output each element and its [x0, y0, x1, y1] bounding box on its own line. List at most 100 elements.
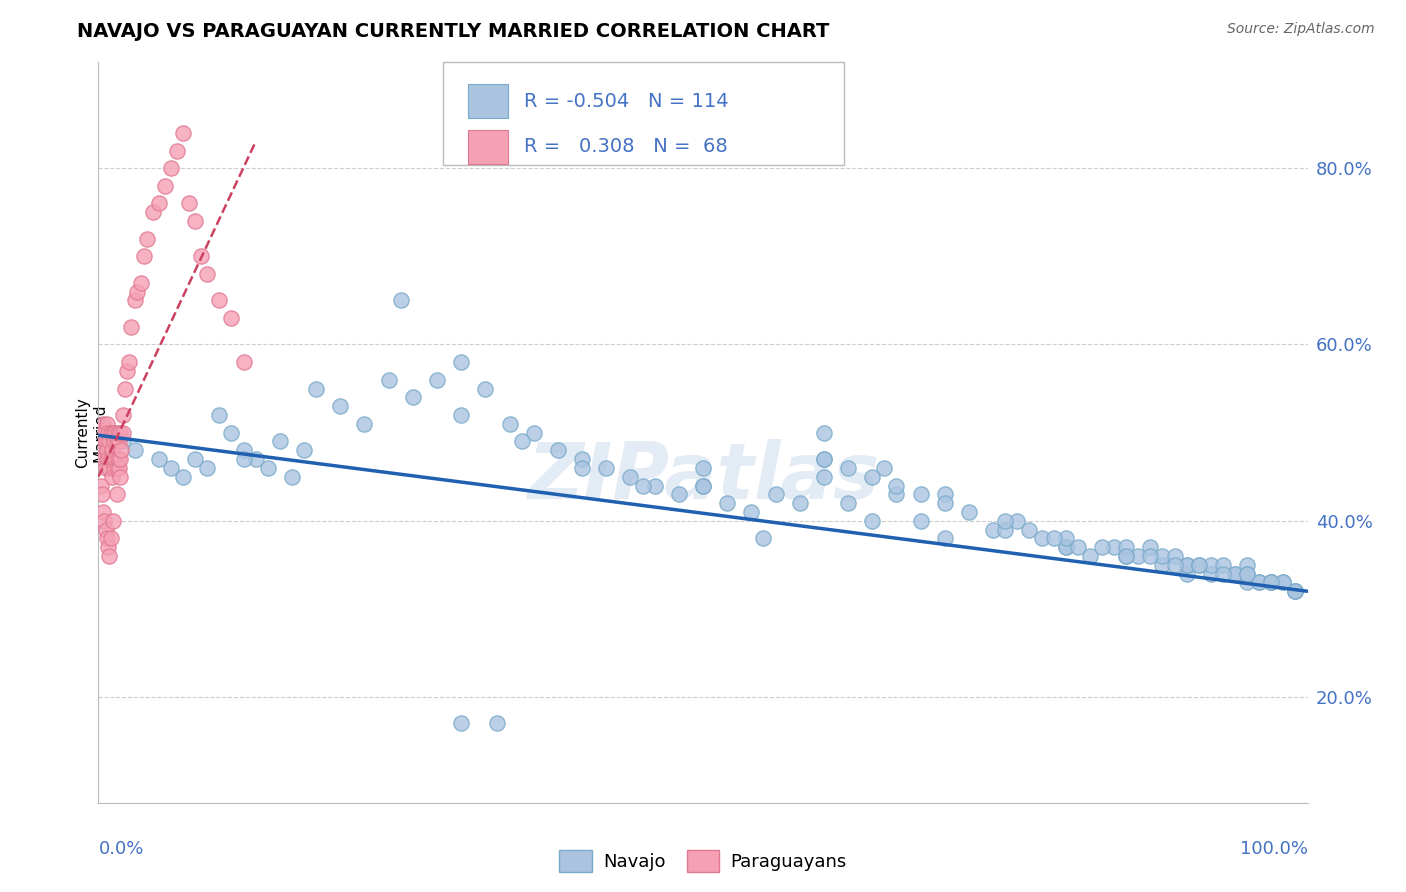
Point	[1236, 575, 1258, 590]
Point	[160, 461, 183, 475]
Point	[692, 461, 714, 475]
Point	[100, 425, 122, 440]
Point	[208, 293, 231, 308]
Point	[105, 434, 128, 449]
Point	[1115, 540, 1137, 554]
Point	[195, 461, 218, 475]
Point	[305, 382, 328, 396]
Point	[148, 196, 170, 211]
Point	[765, 487, 787, 501]
Point	[1139, 549, 1161, 563]
Text: 100.0%: 100.0%	[1240, 840, 1308, 858]
Point	[97, 540, 120, 554]
Point	[860, 514, 883, 528]
Point	[1272, 575, 1295, 590]
Point	[108, 452, 131, 467]
Point	[94, 434, 117, 449]
Point	[571, 461, 593, 475]
Point	[837, 496, 859, 510]
Point	[107, 425, 129, 440]
Point	[232, 355, 254, 369]
Point	[860, 469, 883, 483]
Point	[96, 532, 118, 546]
Point	[498, 417, 520, 431]
Point	[292, 443, 315, 458]
Point	[100, 532, 122, 546]
Point	[281, 469, 304, 483]
Point	[108, 469, 131, 483]
Point	[179, 196, 201, 211]
Point	[98, 549, 121, 563]
Point	[813, 452, 835, 467]
Point	[1188, 558, 1211, 572]
Point	[692, 478, 714, 492]
Point	[692, 478, 714, 492]
Point	[1223, 566, 1246, 581]
Point	[994, 523, 1017, 537]
Point	[100, 443, 122, 458]
Point	[1212, 558, 1234, 572]
Point	[93, 514, 115, 528]
Point	[129, 276, 152, 290]
Point	[1067, 540, 1090, 554]
Point	[1078, 549, 1101, 563]
Point	[108, 425, 131, 440]
Point	[1091, 540, 1114, 554]
Point	[1152, 549, 1174, 563]
Point	[886, 478, 908, 492]
Point	[135, 232, 157, 246]
Point	[523, 425, 546, 440]
Point	[981, 523, 1004, 537]
Point	[994, 514, 1017, 528]
Point	[124, 293, 146, 308]
Point	[1272, 575, 1295, 590]
Point	[1042, 532, 1064, 546]
Point	[1260, 575, 1282, 590]
Point	[91, 434, 114, 449]
Legend: Navajo, Paraguayans: Navajo, Paraguayans	[553, 842, 853, 879]
Point	[111, 434, 134, 449]
Point	[142, 205, 165, 219]
Point	[389, 293, 412, 308]
Point	[1007, 514, 1029, 528]
Point	[957, 505, 980, 519]
Point	[97, 452, 120, 467]
Point	[104, 425, 127, 440]
Point	[1223, 566, 1246, 581]
Y-axis label: Currently
Married: Currently Married	[76, 397, 108, 468]
Point	[1128, 549, 1150, 563]
Point	[120, 319, 142, 334]
Point	[269, 434, 291, 449]
Point	[450, 716, 472, 731]
Point	[1152, 558, 1174, 572]
Point	[837, 461, 859, 475]
Point	[1175, 558, 1198, 572]
Text: R = -0.504   N = 114: R = -0.504 N = 114	[524, 92, 730, 111]
Text: Source: ZipAtlas.com: Source: ZipAtlas.com	[1227, 22, 1375, 37]
Point	[93, 452, 115, 467]
Point	[740, 505, 762, 519]
Point	[110, 443, 132, 458]
Point	[107, 452, 129, 467]
Text: 0.0%: 0.0%	[98, 840, 143, 858]
Point	[1054, 540, 1077, 554]
Point	[1260, 575, 1282, 590]
Point	[1199, 558, 1222, 572]
Point	[256, 461, 278, 475]
Point	[1236, 566, 1258, 581]
Point	[124, 443, 146, 458]
Point	[1284, 584, 1306, 599]
Point	[1115, 549, 1137, 563]
Point	[1188, 558, 1211, 572]
Point	[101, 514, 124, 528]
Point	[377, 373, 399, 387]
Point	[90, 478, 112, 492]
Point	[195, 267, 218, 281]
Point	[353, 417, 375, 431]
Point	[1054, 532, 1077, 546]
Point	[486, 716, 509, 731]
Point	[245, 452, 267, 467]
Point	[789, 496, 811, 510]
Point	[172, 469, 194, 483]
Point	[148, 452, 170, 467]
